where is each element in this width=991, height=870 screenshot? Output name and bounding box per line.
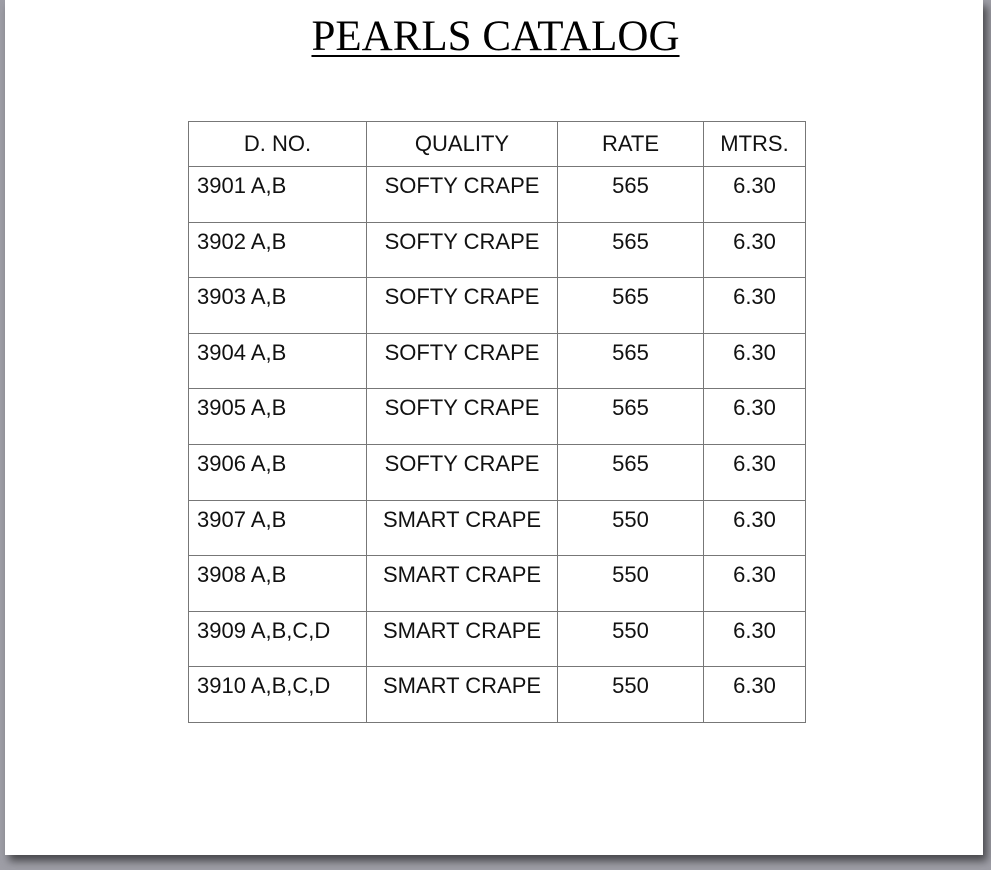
table-cell: 3903 A,B — [188, 277, 367, 334]
column-header: QUALITY — [366, 121, 558, 167]
table-cell: 6.30 — [703, 332, 806, 390]
table-cell: 565 — [557, 332, 704, 390]
table-cell: 550 — [557, 610, 704, 668]
table-row: 3903 A,B SOFTY CRAPE 565 6.30 — [188, 277, 806, 334]
column-header: D. NO. — [188, 121, 367, 167]
table-cell: SMART CRAPE — [366, 555, 558, 612]
table-cell: 6.30 — [703, 166, 806, 223]
table-cell: 6.30 — [703, 388, 806, 445]
table-row: 3910 A,B,C,D SMART CRAPE 550 6.30 — [188, 666, 806, 723]
table-cell: 3906 A,B — [188, 443, 367, 501]
column-header: RATE — [557, 121, 704, 167]
table-cell: SMART CRAPE — [366, 499, 558, 557]
table-row: 3909 A,B,C,D SMART CRAPE 550 6.30 — [188, 610, 806, 668]
table-cell: 6.30 — [703, 499, 806, 557]
table-cell: 565 — [557, 277, 704, 334]
table-cell: SOFTY CRAPE — [366, 221, 558, 279]
table-row: 3905 A,B SOFTY CRAPE 565 6.30 — [188, 388, 806, 445]
table-cell: 6.30 — [703, 221, 806, 279]
table-cell: SMART CRAPE — [366, 666, 558, 723]
table-cell: 3905 A,B — [188, 388, 367, 445]
table-cell: 550 — [557, 555, 704, 612]
table-cell: SMART CRAPE — [366, 610, 558, 668]
table-cell: 6.30 — [703, 666, 806, 723]
table-cell: 3901 A,B — [188, 166, 367, 223]
table-header-row: D. NO. QUALITY RATE MTRS. — [188, 121, 806, 167]
table-cell: SOFTY CRAPE — [366, 166, 558, 223]
table-cell: 6.30 — [703, 555, 806, 612]
table-row: 3907 A,B SMART CRAPE 550 6.30 — [188, 499, 806, 557]
column-header: MTRS. — [703, 121, 806, 167]
table-cell: 3909 A,B,C,D — [188, 610, 367, 668]
table-cell: 3910 A,B,C,D — [188, 666, 367, 723]
table-cell: 550 — [557, 499, 704, 557]
table-cell: 3902 A,B — [188, 221, 367, 279]
table-cell: 550 — [557, 666, 704, 723]
table-cell: 3908 A,B — [188, 555, 367, 612]
table-row: 3901 A,B SOFTY CRAPE 565 6.30 — [188, 166, 806, 223]
table-cell: SOFTY CRAPE — [366, 443, 558, 501]
table-cell: 6.30 — [703, 610, 806, 668]
table-cell: 3904 A,B — [188, 332, 367, 390]
catalog-table: D. NO. QUALITY RATE MTRS. 3901 A,B SOFTY CRA… — [188, 121, 806, 723]
table-cell: 565 — [557, 221, 704, 279]
table-row: 3906 A,B SOFTY CRAPE 565 6.30 — [188, 443, 806, 501]
table-cell: 6.30 — [703, 443, 806, 501]
table-cell: 565 — [557, 388, 704, 445]
table-cell: 565 — [557, 443, 704, 501]
table-cell: 3907 A,B — [188, 499, 367, 557]
table-cell: SOFTY CRAPE — [366, 277, 558, 334]
table-cell: SOFTY CRAPE — [366, 388, 558, 445]
table-row: 3902 A,B SOFTY CRAPE 565 6.30 — [188, 221, 806, 279]
table-row: 3908 A,B SMART CRAPE 550 6.30 — [188, 555, 806, 612]
table-row: 3904 A,B SOFTY CRAPE 565 6.30 — [188, 332, 806, 390]
table-cell: 6.30 — [703, 277, 806, 334]
page-title: PEARLS CATALOG — [311, 13, 680, 60]
table-cell: 565 — [557, 166, 704, 223]
table-cell: SOFTY CRAPE — [366, 332, 558, 390]
